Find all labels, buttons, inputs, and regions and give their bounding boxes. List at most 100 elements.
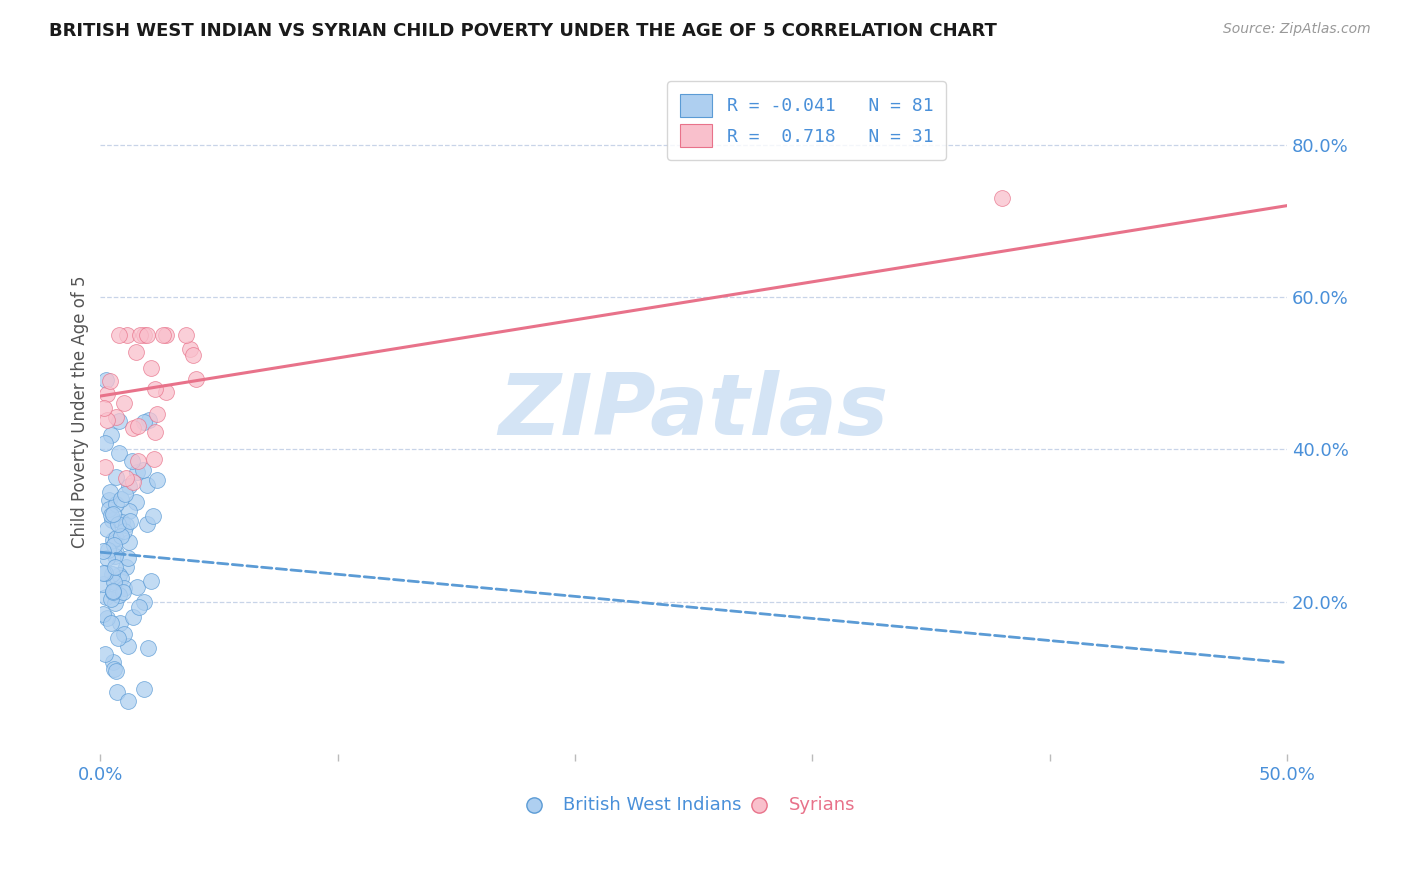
Point — [127, 454, 149, 468]
Point — [112, 524, 135, 538]
Point — [104, 531, 127, 545]
Point — [104, 549, 127, 564]
Point — [128, 599, 150, 614]
Point — [155, 384, 177, 399]
Point — [101, 566, 124, 581]
Point — [991, 191, 1014, 205]
Point — [100, 615, 122, 630]
Point — [138, 413, 160, 427]
Point — [136, 477, 159, 491]
Point — [110, 492, 132, 507]
Point — [125, 581, 148, 595]
Point — [127, 465, 149, 479]
Point — [127, 418, 149, 433]
Point — [115, 471, 138, 485]
Point — [117, 328, 139, 343]
Point — [112, 585, 135, 599]
Text: British West Indians: British West Indians — [564, 797, 742, 814]
Point — [108, 615, 131, 630]
Point — [105, 684, 128, 698]
Point — [110, 571, 132, 585]
Point — [108, 446, 131, 460]
Point — [110, 529, 132, 543]
Point — [91, 543, 114, 558]
Point — [108, 328, 131, 343]
Point — [120, 514, 142, 528]
Point — [107, 589, 129, 603]
Point — [145, 473, 167, 487]
Point — [136, 640, 159, 655]
Point — [105, 470, 128, 484]
Point — [97, 493, 120, 508]
Point — [94, 436, 117, 450]
Point — [103, 662, 125, 676]
Point — [174, 328, 197, 343]
Text: BRITISH WEST INDIAN VS SYRIAN CHILD POVERTY UNDER THE AGE OF 5 CORRELATION CHART: BRITISH WEST INDIAN VS SYRIAN CHILD POVE… — [49, 22, 997, 40]
Point — [152, 328, 174, 343]
Point — [100, 508, 122, 522]
Point — [129, 328, 152, 343]
Point — [117, 640, 139, 654]
Point — [93, 566, 115, 580]
Point — [122, 610, 145, 624]
Point — [103, 538, 125, 552]
Text: Source: ZipAtlas.com: Source: ZipAtlas.com — [1223, 22, 1371, 37]
Point — [100, 374, 122, 388]
Point — [135, 517, 157, 532]
Point — [101, 655, 124, 669]
Text: Syrians: Syrians — [789, 797, 855, 814]
Point — [96, 590, 118, 604]
Point — [111, 516, 134, 530]
Point — [108, 414, 131, 428]
Point — [139, 574, 162, 588]
Point — [94, 647, 117, 661]
Point — [118, 503, 141, 517]
Point — [104, 559, 127, 574]
Point — [105, 410, 128, 425]
Point — [112, 581, 135, 595]
Point — [105, 496, 128, 510]
Point — [96, 387, 118, 401]
Point — [96, 550, 118, 565]
Point — [114, 487, 136, 501]
Point — [186, 371, 208, 385]
Point — [117, 694, 139, 708]
Point — [132, 462, 155, 476]
Point — [107, 516, 129, 531]
Point — [96, 610, 118, 624]
Point — [103, 574, 125, 589]
Point — [121, 475, 143, 490]
Y-axis label: Child Poverty Under the Age of 5: Child Poverty Under the Age of 5 — [72, 275, 89, 548]
Point — [125, 345, 148, 359]
Point — [94, 373, 117, 387]
Point — [94, 460, 117, 475]
Point — [108, 568, 131, 582]
Point — [143, 451, 166, 466]
Point — [179, 342, 201, 356]
Point — [143, 382, 166, 396]
Point — [132, 328, 155, 343]
Point — [142, 508, 165, 523]
Point — [98, 485, 121, 500]
Point — [145, 407, 167, 421]
Point — [97, 543, 120, 558]
Point — [114, 517, 136, 532]
Point — [117, 479, 139, 493]
Point — [104, 664, 127, 678]
Point — [136, 328, 159, 343]
Point — [134, 415, 156, 429]
Point — [97, 501, 120, 516]
Point — [125, 494, 148, 508]
Point — [134, 682, 156, 697]
Point — [117, 551, 139, 566]
Point — [155, 328, 177, 343]
Point — [107, 631, 129, 645]
Point — [101, 584, 124, 599]
Point — [96, 413, 118, 427]
Point — [181, 347, 204, 361]
Point — [101, 585, 124, 599]
Point — [118, 535, 141, 549]
Legend: R = -0.041   N = 81, R =  0.718   N = 31: R = -0.041 N = 81, R = 0.718 N = 31 — [666, 81, 946, 160]
Point — [112, 396, 135, 410]
Point — [122, 421, 145, 435]
